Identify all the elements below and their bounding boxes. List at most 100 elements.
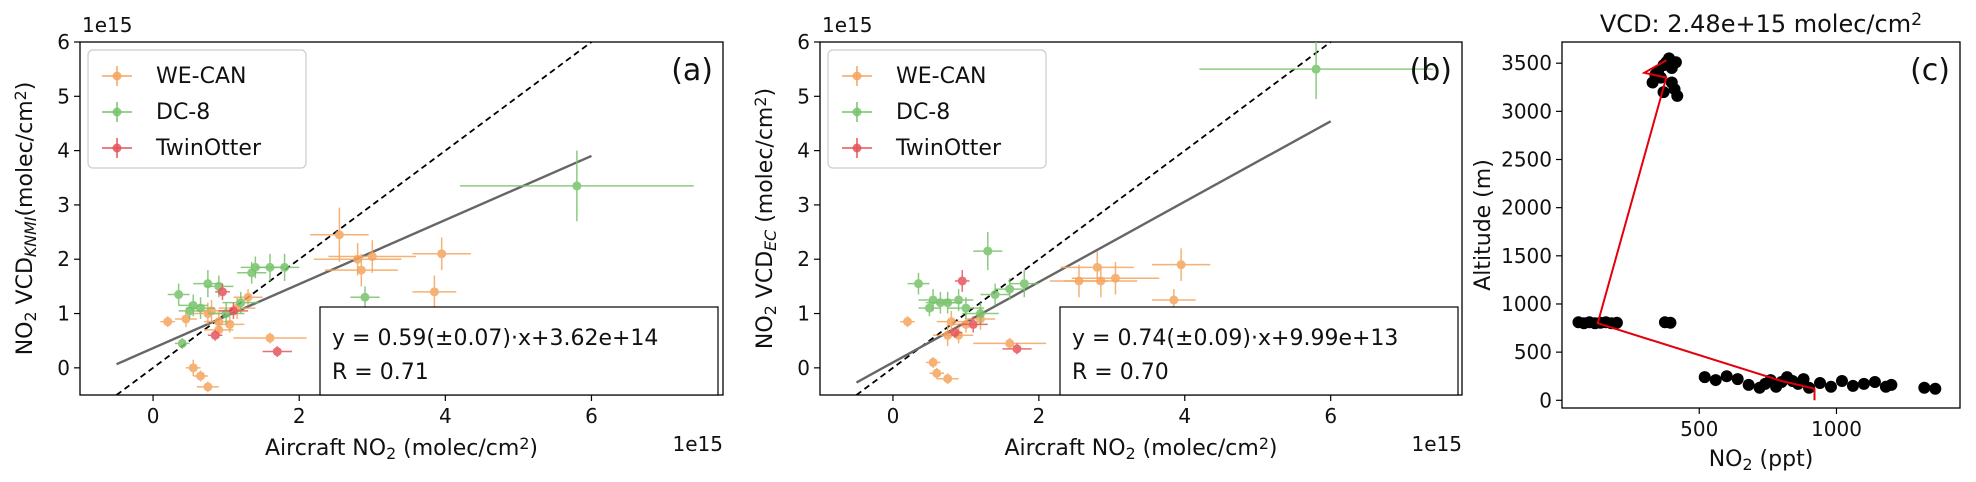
dc-8-point	[350, 286, 380, 309]
profile-point	[1929, 382, 1942, 395]
x-tick-label: 1000	[1811, 417, 1862, 441]
y-tick-label: 1	[797, 302, 810, 326]
we-can-point	[412, 237, 471, 271]
x-offset-text: 1e15	[1412, 432, 1462, 456]
we-can-point	[215, 316, 245, 333]
dc-8-marker	[924, 303, 934, 313]
panel-b: 0 2 4 6 0 1 2 3 4 5 6 1e15 1e15 Aircraft NO2 (molec/c…	[751, 13, 1463, 463]
dc-8-point	[174, 337, 190, 349]
profile-point	[1814, 376, 1827, 389]
y-tick-label: 2	[57, 247, 70, 271]
legend-dc-8-label: DC-8	[156, 100, 210, 125]
x-tick-label: 0	[147, 404, 160, 428]
we-can-marker	[437, 249, 447, 259]
y-tick-label: 1000	[1501, 292, 1552, 316]
profile-point	[1918, 381, 1931, 394]
dc-8-point	[1199, 42, 1433, 100]
profile-point	[1797, 373, 1810, 386]
legend-dc-8-label: DC-8	[896, 100, 950, 125]
legend-frame	[87, 49, 307, 169]
we-can-point	[973, 337, 1047, 349]
y-tick-label: 6	[57, 30, 70, 54]
twinotter-point	[262, 346, 292, 357]
dc-8-point	[269, 253, 300, 281]
we-can-point	[160, 316, 175, 328]
twinotter-point	[947, 327, 963, 338]
profile-point	[1885, 378, 1898, 391]
fit-annotation: y = 0.59(±0.07)·x+3.62e+14 R = 0.71	[319, 306, 719, 396]
twinotter-marker	[272, 347, 282, 357]
y-tick-label: 3	[57, 193, 70, 217]
legend-dc-8-marker	[112, 107, 122, 117]
profile-point	[1610, 316, 1623, 329]
we-can-point	[196, 381, 219, 393]
dc-8-marker	[954, 295, 964, 305]
legend-twinotter-label: TwinOtter	[895, 136, 1002, 161]
dc-8-point	[962, 302, 999, 325]
dc-8-marker	[572, 181, 582, 191]
dc-8-point	[459, 150, 694, 222]
y-tick-label: 0	[57, 356, 70, 380]
we-can-marker	[1092, 262, 1102, 272]
we-can-marker	[203, 382, 213, 392]
x-tick-label: 2	[1032, 404, 1045, 428]
we-can-point	[1151, 289, 1196, 311]
we-can-point	[1151, 248, 1211, 281]
twinotter-marker	[228, 306, 238, 316]
legend: WE-CAN DC-8 TwinOtter	[87, 49, 307, 169]
x-axis-label: Aircraft NO2 (molec/cm2)	[265, 434, 538, 463]
profile-point	[1657, 59, 1670, 72]
we-can-point	[328, 240, 417, 273]
panel-label: (a)	[671, 53, 713, 88]
y-tick-label: 2	[797, 247, 810, 271]
panel-a: 0 2 4 6 0 1 2 3 4 5 6 1e15 1e15 Aircraft NO2 (molec/c…	[11, 13, 724, 463]
dc-8-marker	[976, 309, 985, 319]
we-can-marker	[243, 292, 253, 302]
we-can-marker	[196, 371, 206, 381]
we-can-point	[1064, 264, 1138, 298]
profile-point	[1868, 375, 1881, 388]
y-tick-label: 0	[1539, 388, 1552, 412]
twinotter-point	[1002, 343, 1032, 355]
dc-8-marker	[1311, 64, 1321, 74]
profile-point	[1671, 89, 1684, 102]
we-can-point	[925, 356, 941, 368]
x-tick-label: 0	[887, 404, 900, 428]
dc-8-marker	[1019, 279, 1029, 289]
we-can-marker	[932, 368, 942, 378]
y-tick-label: 1	[57, 302, 70, 326]
y-axis-label: Altitude (m)	[1471, 159, 1496, 291]
we-can-marker	[1110, 273, 1120, 283]
dc-8-marker	[174, 290, 184, 300]
twinotter-marker	[210, 330, 220, 340]
x-axis-label: Aircraft NO2 (molec/cm2)	[1004, 434, 1277, 463]
we-can-point	[185, 359, 201, 376]
we-can-marker	[181, 314, 191, 324]
we-can-point	[324, 253, 398, 287]
we-can-point	[936, 310, 966, 333]
we-can-marker	[356, 265, 366, 275]
profile-line	[1596, 59, 1816, 401]
we-can-point	[936, 373, 959, 385]
fit-annotation: y = 0.74(±0.09)·x+9.99e+13 R = 0.70	[1059, 306, 1459, 396]
fit-equation: y = 0.59(±0.07)·x+3.62e+14	[332, 326, 658, 351]
twinotter-marker	[217, 287, 227, 297]
profile-point	[1846, 379, 1859, 392]
y-tick-label: 3000	[1501, 99, 1552, 123]
we-can-point	[310, 207, 369, 262]
dc-8-marker	[360, 292, 370, 302]
dc-8-point	[1009, 270, 1039, 298]
profile-point	[1742, 378, 1755, 391]
we-can-marker	[188, 363, 198, 373]
panel-label: (b)	[1410, 53, 1452, 88]
annotation-frame	[319, 306, 719, 396]
legend-dc-8-marker	[852, 107, 862, 117]
y-axis-label: NO2 VCDKNMI(molec/cm2)	[11, 82, 40, 356]
twinotter-point	[958, 316, 988, 333]
y-tick-label: 3	[797, 193, 810, 217]
profile-point	[1720, 370, 1733, 383]
twinotter-point	[207, 329, 223, 341]
profile-point	[1698, 371, 1711, 384]
one-to-one-line	[115, 42, 593, 395]
